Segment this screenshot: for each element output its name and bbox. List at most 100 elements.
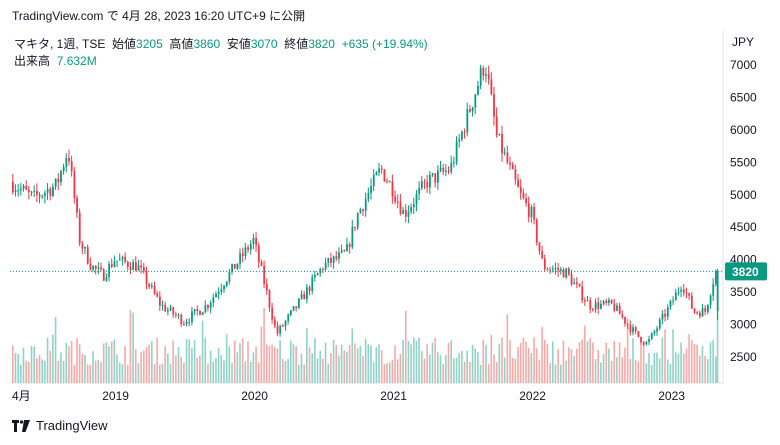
candle-body bbox=[191, 311, 193, 322]
high-label: 高値 bbox=[169, 37, 194, 51]
candle-body bbox=[70, 161, 73, 172]
volume-bar bbox=[455, 357, 458, 383]
candle-body bbox=[217, 291, 220, 294]
candle-body bbox=[167, 310, 169, 312]
volume-bar bbox=[525, 341, 527, 383]
candle-body bbox=[116, 260, 119, 262]
candle-body bbox=[340, 250, 343, 253]
candle-body bbox=[685, 292, 688, 294]
candle-body bbox=[680, 289, 683, 292]
volume-bar bbox=[121, 364, 124, 383]
candle-body bbox=[185, 322, 188, 325]
volume-bar bbox=[276, 348, 279, 383]
volume-bar bbox=[124, 346, 126, 383]
candle-body bbox=[311, 277, 314, 292]
volume-bar bbox=[185, 339, 188, 383]
volume-bar bbox=[402, 339, 404, 383]
candle-body bbox=[228, 272, 231, 282]
volume-bar bbox=[546, 343, 549, 383]
candle-body bbox=[44, 192, 46, 196]
candle-body bbox=[495, 116, 498, 135]
volume-bar bbox=[209, 350, 212, 383]
volume-bar bbox=[279, 340, 281, 383]
candle-body bbox=[672, 300, 675, 302]
candle-body bbox=[669, 300, 672, 308]
candle-body bbox=[233, 263, 236, 269]
volume-bar bbox=[712, 340, 714, 383]
candle-body bbox=[423, 181, 426, 183]
volume-bar bbox=[137, 363, 140, 383]
open-value: 3205 bbox=[136, 37, 163, 51]
volume-bar bbox=[469, 361, 471, 383]
volume-bar bbox=[76, 338, 78, 383]
candle-body bbox=[661, 313, 664, 320]
volume-bar bbox=[506, 314, 509, 383]
candle-body bbox=[156, 293, 159, 297]
volume-bar bbox=[12, 345, 14, 383]
candle-body bbox=[30, 191, 33, 193]
volume-bar bbox=[231, 363, 233, 383]
volume-bar bbox=[255, 346, 257, 383]
candle-body bbox=[102, 269, 105, 281]
currency-label: JPY bbox=[732, 35, 755, 49]
volume-bar bbox=[17, 354, 19, 383]
volume-bar bbox=[180, 356, 183, 383]
volume-bar bbox=[84, 354, 86, 383]
volume-bar bbox=[677, 353, 680, 383]
candle-body bbox=[145, 271, 148, 285]
volume-bar bbox=[568, 347, 570, 383]
candle-body bbox=[605, 300, 608, 303]
candle-body bbox=[404, 210, 407, 217]
volume-bar bbox=[335, 345, 338, 383]
candle-body bbox=[412, 204, 415, 208]
volume-bar bbox=[193, 339, 196, 383]
candle-body bbox=[666, 307, 669, 317]
candle-body bbox=[100, 267, 103, 270]
candle-body bbox=[434, 173, 437, 183]
volume-bar bbox=[586, 341, 589, 383]
candle-body bbox=[287, 314, 290, 321]
candle-body bbox=[594, 302, 597, 310]
volume-bar bbox=[576, 348, 578, 383]
volume-bar bbox=[388, 362, 391, 383]
last-price-label: 3820 bbox=[732, 265, 759, 279]
volume-bar bbox=[471, 344, 474, 383]
volume-bar bbox=[682, 353, 685, 383]
candle-body bbox=[183, 324, 185, 326]
candle-body bbox=[396, 201, 399, 203]
volume-bar bbox=[680, 342, 682, 383]
volume-bar bbox=[716, 313, 719, 383]
volume-bar bbox=[704, 355, 706, 383]
candle-body bbox=[263, 265, 266, 284]
candle-body bbox=[260, 261, 263, 266]
volume-bar bbox=[554, 364, 557, 383]
volume-bar bbox=[177, 347, 180, 383]
volume-bar bbox=[46, 337, 49, 383]
candle-body bbox=[707, 304, 709, 312]
volume-bar bbox=[517, 347, 519, 383]
candle-body bbox=[129, 266, 132, 270]
volume-bar bbox=[356, 348, 359, 383]
candle-body bbox=[562, 269, 565, 278]
volume-bar bbox=[642, 340, 645, 383]
volume-bar bbox=[394, 345, 396, 383]
volume-legend: 出来高 7.632M bbox=[14, 52, 97, 69]
volume-bar bbox=[110, 341, 113, 383]
volume-bar bbox=[415, 341, 418, 383]
volume-bar bbox=[559, 364, 562, 383]
candle-body bbox=[28, 189, 30, 192]
candle-body bbox=[60, 171, 62, 183]
volume-bar bbox=[217, 347, 220, 383]
candle-body bbox=[533, 206, 536, 220]
candle-body bbox=[388, 181, 391, 183]
volume-bar bbox=[142, 350, 145, 383]
volume-bar bbox=[30, 345, 33, 383]
volume-bar bbox=[672, 329, 674, 383]
volume-bar bbox=[116, 354, 118, 383]
candle-body bbox=[677, 291, 680, 293]
volume-bar bbox=[311, 353, 313, 383]
volume-bar bbox=[624, 347, 626, 383]
volume-bar bbox=[495, 362, 498, 383]
volume-bar bbox=[220, 355, 223, 383]
